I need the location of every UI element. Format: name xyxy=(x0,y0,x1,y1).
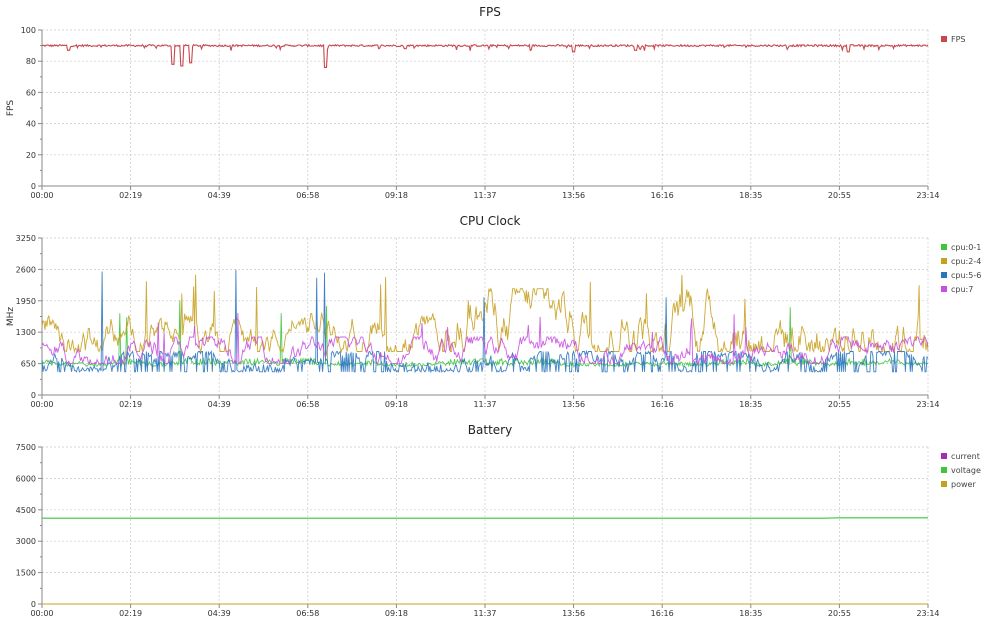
legend-label-cpu-7: cpu:7 xyxy=(951,285,973,294)
legend-swatch-fps xyxy=(941,36,947,42)
legend-label-cpu-5-6: cpu:5-6 xyxy=(951,271,981,280)
battery-chart: Battery 0 1500 3000 4500 6000 7500 00:00 02:19 04… xyxy=(16,423,981,618)
legend-swatch-voltage xyxy=(941,467,947,473)
legend-label-current: current xyxy=(951,452,980,461)
y-tick-label: 0 xyxy=(31,391,36,400)
series-line-cpu-5-6 xyxy=(41,269,929,374)
x-tick-label: 09:18 xyxy=(385,400,408,409)
x-tick-label: 13:56 xyxy=(562,400,585,409)
y-tick-label: 650 xyxy=(21,360,36,369)
y-tick-label: 100 xyxy=(21,26,36,35)
x-tick-label: 20:55 xyxy=(828,191,851,200)
legend-label-cpu-2-4: cpu:2-4 xyxy=(951,257,981,266)
x-tick-label: 16:16 xyxy=(651,400,674,409)
x-tick-label: 11:37 xyxy=(473,609,496,618)
x-tick-label: 04:39 xyxy=(208,609,231,618)
y-tick-label: 0 xyxy=(31,600,36,609)
legend-swatch-cpu-5-6 xyxy=(941,272,947,278)
x-tick-label: 02:19 xyxy=(119,400,142,409)
legend-label-power: power xyxy=(951,480,976,489)
cpu-clock-chart: CPU Clock MHz 0 650 1300 1950 2600 3250 00:00 02:… xyxy=(6,214,981,409)
x-tick-label: 16:16 xyxy=(651,609,674,618)
x-tick-label: 23:14 xyxy=(916,400,939,409)
x-tick-label: 02:19 xyxy=(119,191,142,200)
legend-swatch-power xyxy=(941,481,947,487)
legend-label-voltage: voltage xyxy=(951,466,981,475)
y-tick-label: 0 xyxy=(31,182,36,191)
legend-swatch-cpu-7 xyxy=(941,286,947,292)
chart-title: FPS xyxy=(479,5,501,19)
x-tick-label: 04:39 xyxy=(208,191,231,200)
y-tick-label: 1500 xyxy=(16,569,36,578)
x-tick-label: 23:14 xyxy=(916,609,939,618)
y-tick-label: 4500 xyxy=(16,506,36,515)
chart-title: CPU Clock xyxy=(460,214,521,228)
legend-swatch-current xyxy=(941,453,947,459)
y-tick-label: 6000 xyxy=(16,474,36,483)
x-tick-label: 06:58 xyxy=(296,609,319,618)
x-tick-label: 13:56 xyxy=(562,191,585,200)
series-line-fps xyxy=(41,43,929,68)
x-tick-label: 06:58 xyxy=(296,400,319,409)
y-axis-label: MHz xyxy=(6,307,16,327)
x-tick-label: 00:00 xyxy=(30,191,53,200)
y-tick-label: 20 xyxy=(26,151,36,160)
x-tick-label: 09:18 xyxy=(385,609,408,618)
x-tick-label: 20:55 xyxy=(828,609,851,618)
y-tick-label: 40 xyxy=(26,120,36,129)
x-tick-label: 11:37 xyxy=(473,400,496,409)
legend-swatch-cpu-2-4 xyxy=(941,258,947,264)
fps-chart: FPS FPS 0 20 40 60 80 100 00:00 02:19 04:39 06:58 09… xyxy=(6,5,966,200)
y-tick-label: 60 xyxy=(26,88,36,97)
y-tick-label: 7500 xyxy=(16,443,36,452)
y-tick-label: 2600 xyxy=(16,265,36,274)
x-tick-label: 18:35 xyxy=(739,191,762,200)
chart-title: Battery xyxy=(468,423,512,437)
x-tick-label: 04:39 xyxy=(208,400,231,409)
y-axis-label: FPS xyxy=(6,100,16,117)
x-tick-label: 00:00 xyxy=(30,400,53,409)
x-tick-label: 18:35 xyxy=(739,609,762,618)
x-tick-label: 23:14 xyxy=(916,191,939,200)
x-tick-label: 16:16 xyxy=(651,191,674,200)
series-line-cpu-2-4 xyxy=(41,274,929,354)
x-tick-label: 02:19 xyxy=(119,609,142,618)
x-tick-label: 11:37 xyxy=(473,191,496,200)
legend-swatch-cpu-0-1 xyxy=(941,244,947,250)
x-tick-label: 09:18 xyxy=(385,191,408,200)
y-tick-label: 3000 xyxy=(16,537,36,546)
x-tick-label: 06:58 xyxy=(296,191,319,200)
x-tick-label: 18:35 xyxy=(739,400,762,409)
series-line-cpu-7 xyxy=(41,312,929,365)
legend-label-cpu-0-1: cpu:0-1 xyxy=(951,243,981,252)
x-tick-label: 00:00 xyxy=(30,609,53,618)
x-tick-label: 13:56 xyxy=(562,609,585,618)
x-tick-label: 20:55 xyxy=(828,400,851,409)
legend-label-fps: FPS xyxy=(951,35,966,44)
y-tick-label: 3250 xyxy=(16,234,36,243)
y-tick-label: 1300 xyxy=(16,328,36,337)
y-tick-label: 80 xyxy=(26,57,36,66)
y-tick-label: 1950 xyxy=(16,297,36,306)
